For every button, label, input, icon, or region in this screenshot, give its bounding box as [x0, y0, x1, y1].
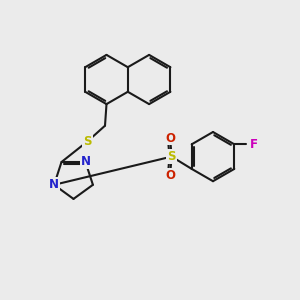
Text: N: N	[80, 155, 91, 169]
Text: N: N	[49, 178, 59, 191]
Text: F: F	[250, 138, 258, 151]
Text: S: S	[83, 135, 92, 148]
Text: O: O	[165, 169, 175, 182]
Text: S: S	[167, 150, 176, 163]
Text: O: O	[165, 131, 175, 145]
